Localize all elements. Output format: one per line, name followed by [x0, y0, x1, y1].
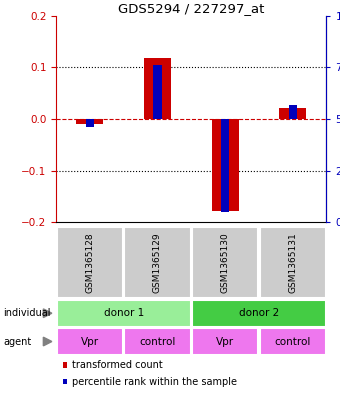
Text: Vpr: Vpr: [81, 336, 99, 347]
Bar: [211, 119, 239, 211]
Text: Vpr: Vpr: [216, 336, 234, 347]
Text: GSM1365130: GSM1365130: [221, 232, 230, 293]
Text: control: control: [274, 336, 311, 347]
Text: control: control: [139, 336, 176, 347]
Bar: [144, 58, 171, 119]
Bar: [289, 105, 297, 119]
Bar: [86, 119, 94, 127]
Bar: [153, 65, 162, 119]
Text: donor 1: donor 1: [104, 308, 144, 318]
Text: transformed count: transformed count: [72, 360, 163, 370]
Text: GSM1365131: GSM1365131: [288, 232, 297, 293]
Text: GSM1365128: GSM1365128: [85, 232, 95, 293]
Text: percentile rank within the sample: percentile rank within the sample: [72, 377, 237, 387]
Text: individual: individual: [3, 308, 51, 318]
Bar: [221, 119, 229, 212]
Title: GDS5294 / 227297_at: GDS5294 / 227297_at: [118, 2, 265, 15]
Text: agent: agent: [3, 336, 32, 347]
Text: GSM1365129: GSM1365129: [153, 232, 162, 293]
Bar: [76, 119, 103, 124]
Bar: [279, 108, 306, 119]
Text: donor 2: donor 2: [239, 308, 279, 318]
